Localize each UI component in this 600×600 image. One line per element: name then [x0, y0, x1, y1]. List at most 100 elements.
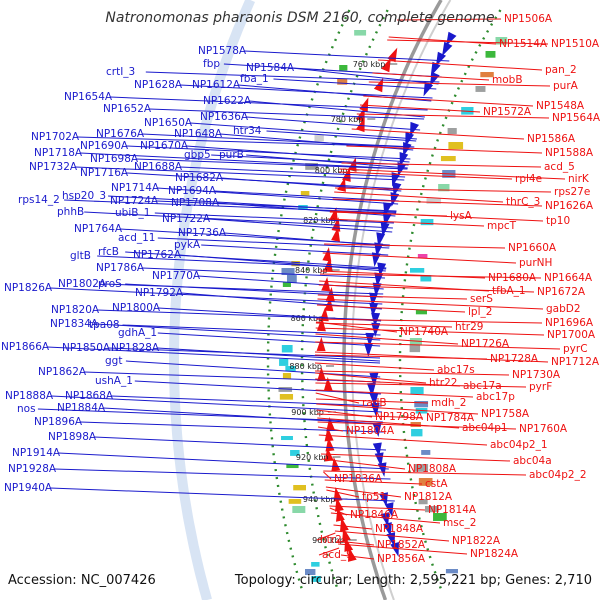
reverse-leader-line — [314, 362, 435, 371]
forward-gene-label: NP1732A — [29, 161, 78, 173]
forward-leader-line — [51, 395, 383, 413]
reverse-gene-label: NP1846A — [350, 509, 399, 521]
reverse-gene-arrow — [326, 417, 336, 432]
forward-leader-line — [186, 145, 410, 163]
cog-feature-block — [414, 401, 429, 408]
cog-feature-block — [311, 562, 320, 567]
reverse-gene-arrow — [373, 77, 384, 93]
forward-leader-line — [54, 468, 391, 480]
forward-gene-arrow — [429, 71, 440, 87]
forward-gene-arrow — [397, 162, 407, 177]
reverse-leader-line — [363, 95, 534, 107]
cog-feature-block — [285, 366, 296, 372]
forward-gene-label: NP1940A — [4, 482, 53, 494]
forward-leader-line — [125, 251, 387, 269]
reverse-leader-line — [316, 413, 424, 419]
cog-feature-block — [300, 191, 310, 196]
forward-gene-label: tpa08 — [89, 319, 120, 331]
forward-gene-label: rps14_2 — [18, 194, 60, 206]
reverse-leader-line — [322, 252, 517, 264]
reverse-leader-line — [315, 398, 429, 404]
forward-leader-line — [94, 436, 387, 451]
reverse-gene-label: rpl4e — [515, 173, 542, 185]
cog-feature-block — [414, 464, 429, 472]
reverse-gene-label: NP1680A — [488, 272, 537, 284]
reverse-gene-label: pyrC — [563, 343, 588, 355]
reverse-gene-label: NP1672A — [537, 286, 586, 298]
reverse-leader-line — [397, 18, 502, 21]
forward-gene-arrow — [383, 522, 392, 537]
cog-feature-block — [440, 156, 456, 162]
cog-feature-block — [495, 37, 508, 45]
reverse-gene-label: htr26 — [320, 534, 349, 546]
forward-gene-label: NP1820A — [51, 304, 100, 316]
genome-summary: Topology: circular; Length: 2,595,221 bp… — [234, 573, 592, 588]
forward-gene-label: NP1722A — [162, 213, 211, 225]
cog-feature-block — [282, 373, 292, 379]
reverse-leader-line — [338, 543, 468, 555]
cog-feature-block — [281, 345, 293, 353]
forward-gene-label: purB — [219, 149, 244, 161]
forward-gene-label: NP1914A — [12, 447, 61, 459]
cog-feature-block — [480, 72, 494, 78]
reverse-leader-line — [328, 218, 485, 227]
reverse-leader-line — [341, 162, 542, 168]
reverse-gene-label: NP1660A — [508, 242, 557, 254]
cog-feature-block — [286, 464, 299, 469]
kbp-tick-label: 900 kbp — [291, 408, 324, 417]
reverse-gene-label: abc17s — [437, 364, 475, 376]
cog-feature-block — [286, 275, 297, 283]
reverse-leader-line — [337, 540, 375, 546]
forward-gene-label: NP1628A — [134, 79, 183, 91]
reverse-gene-label: NP1804A — [346, 425, 395, 437]
forward-leader-line — [37, 408, 383, 423]
forward-gene-label: NP1850A — [62, 342, 111, 354]
cog-feature-block — [281, 436, 293, 441]
reverse-leader-line — [320, 453, 511, 462]
forward-gene-label: pykA — [174, 239, 201, 251]
forward-leader-line — [136, 158, 408, 170]
forward-leader-line — [111, 395, 382, 407]
cog-feature-block — [409, 345, 421, 353]
forward-gene-label: NP1834A — [50, 318, 99, 330]
reverse-leader-line — [316, 532, 336, 541]
cog-feature-block — [448, 142, 464, 150]
kbp-tick-label: 920 kbp — [296, 453, 329, 462]
forward-leader-line — [224, 232, 390, 247]
reverse-gene-label: NP1514A — [499, 38, 548, 50]
reverse-gene-label: cstA — [425, 478, 448, 490]
forward-gene-label: hsp20_3 — [62, 190, 106, 202]
forward-gene-label: NP1862A — [38, 366, 87, 378]
outer-ring — [169, 0, 255, 600]
reverse-gene-label: lpl_2 — [468, 306, 492, 318]
forward-gene-label: NP1792A — [135, 287, 184, 299]
reverse-leader-line — [315, 327, 545, 336]
reverse-leader-line — [318, 284, 535, 293]
forward-gene-label: NP1612A — [192, 79, 241, 91]
reverse-gene-label: NP1664A — [544, 272, 593, 284]
forward-gene-arrow — [390, 192, 400, 207]
reverse-gene-label: tp51 — [362, 491, 386, 503]
forward-gene-label: NP1694A — [168, 185, 217, 197]
forward-gene-label: NP1584A — [246, 62, 295, 74]
cog-feature-block — [337, 79, 348, 85]
forward-gene-label: proS — [98, 278, 122, 290]
forward-gene-label: acd_11 — [118, 232, 155, 244]
kbp-tick-label: 860 kbp — [291, 314, 324, 323]
reverse-leader-line — [329, 507, 348, 516]
reverse-leader-line — [316, 304, 466, 313]
forward-leader-line — [58, 452, 389, 470]
forward-leader-line — [266, 130, 417, 142]
cog-feature-block — [438, 184, 450, 192]
cog-feature-block — [426, 198, 442, 204]
reverse-leader-line — [315, 333, 459, 345]
reverse-gene-label: NP1808A — [408, 463, 457, 475]
cog-feature-block — [305, 569, 316, 576]
forward-gene-arrow — [442, 41, 453, 57]
reverse-gene-label: mdh_2 — [431, 397, 466, 409]
reverse-leader-line — [368, 81, 551, 87]
cog-feature-block — [409, 338, 422, 346]
reverse-gene-arrow — [348, 547, 357, 562]
cog-feature-block — [410, 387, 424, 395]
kbp-tick-label: 800 kbp — [315, 166, 348, 175]
